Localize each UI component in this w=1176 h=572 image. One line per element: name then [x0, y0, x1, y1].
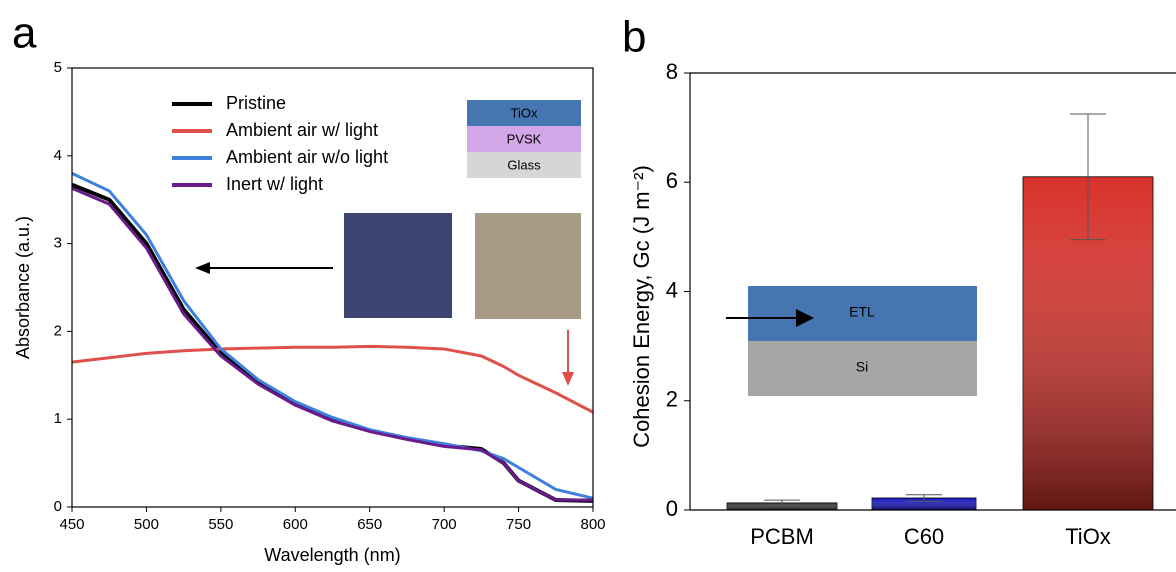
layer-label: PVSK — [507, 131, 542, 146]
x-tick-label: C60 — [904, 524, 944, 549]
y-tick-label: 0 — [54, 498, 62, 515]
legend-label: Ambient air w/ light — [226, 120, 378, 140]
layer — [748, 286, 977, 341]
x-tick-label: 700 — [432, 516, 457, 533]
y-tick-label: 5 — [54, 59, 62, 76]
sample-photo — [475, 213, 581, 319]
y-tick-label: 2 — [666, 387, 678, 412]
layer — [467, 126, 581, 152]
x-tick-label: PCBM — [750, 524, 814, 549]
y-axis-label: Cohesion Energy, Gc (J m⁻²) — [629, 165, 654, 448]
panel-label: b — [622, 13, 646, 62]
data-line — [71, 172, 594, 500]
x-tick-label: 600 — [283, 516, 308, 533]
y-tick-label: 4 — [54, 147, 62, 164]
bar-shade — [872, 497, 976, 510]
y-tick-label: 6 — [666, 168, 678, 193]
sample-photo — [344, 213, 452, 318]
y-tick-label: 3 — [54, 235, 62, 252]
plot-frame — [71, 67, 594, 508]
panel-label: a — [12, 9, 37, 58]
y-tick-label: 2 — [54, 322, 62, 339]
data-line — [71, 344, 594, 414]
x-tick-label: 550 — [208, 516, 233, 533]
legend-label: Ambient air w/o light — [226, 147, 388, 167]
x-tick-label: 800 — [580, 516, 605, 533]
layer-label: ETL — [849, 304, 875, 320]
x-tick-label: TiOx — [1065, 524, 1111, 549]
layer — [748, 341, 977, 396]
y-tick-label: 8 — [666, 59, 678, 84]
arrow-head — [562, 372, 574, 386]
arrow-head — [796, 309, 814, 327]
layer — [467, 100, 581, 126]
arrow-head — [195, 262, 210, 274]
y-tick-label: 0 — [666, 496, 678, 521]
x-tick-label: 450 — [59, 516, 84, 533]
layer-label: TiOx — [511, 105, 538, 120]
data-line — [71, 186, 593, 502]
layer-label: Glass — [507, 157, 541, 172]
legend-label: Inert w/ light — [226, 174, 323, 194]
x-tick-label: 650 — [357, 516, 382, 533]
layer — [467, 152, 581, 178]
y-axis-label: Absorbance (a.u.) — [13, 216, 33, 359]
bar-shade — [727, 502, 837, 510]
x-tick-label: 500 — [134, 516, 159, 533]
layer-label: Si — [856, 359, 868, 375]
y-tick-label: 4 — [666, 277, 678, 302]
x-tick-label: 750 — [506, 516, 531, 533]
legend-label: Pristine — [226, 93, 286, 113]
x-axis-label: Wavelength (nm) — [264, 545, 400, 565]
y-tick-label: 1 — [54, 410, 62, 427]
